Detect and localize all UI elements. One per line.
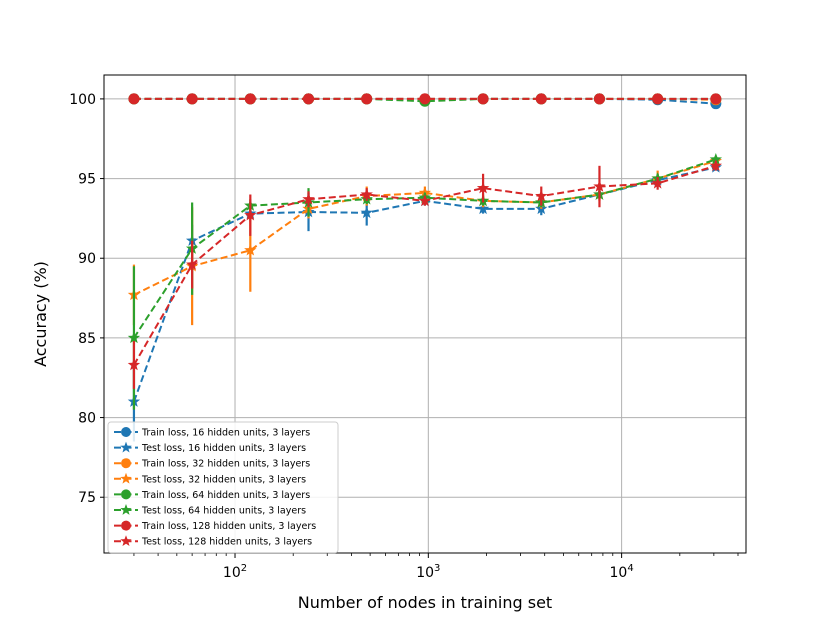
series-7 xyxy=(128,93,722,105)
data-point xyxy=(651,176,664,189)
legend-entry: Test loss, 128 hidden units, 3 layers xyxy=(114,535,312,548)
legend-entry: Train loss, 64 hidden units, 3 layers xyxy=(114,489,310,501)
data-point xyxy=(419,93,431,105)
plot-frame xyxy=(103,74,747,554)
data-point xyxy=(709,159,723,172)
y-tick-label: 100 xyxy=(69,92,96,108)
x-tick-label: 104 xyxy=(610,563,634,581)
y-tick-label: 95 xyxy=(78,172,96,188)
legend-label: Test loss, 16 hidden units, 3 layers xyxy=(141,443,306,454)
data-point xyxy=(244,93,256,105)
legend-marker xyxy=(120,535,132,547)
data-point xyxy=(593,93,605,105)
y-axis-title: Accuracy (%) xyxy=(31,261,50,367)
legend-marker xyxy=(120,472,132,484)
series-8 xyxy=(127,159,723,389)
legend-entry: Test loss, 64 hidden units, 3 layers xyxy=(114,504,306,517)
y-tick-label: 85 xyxy=(78,331,96,347)
legend-marker xyxy=(121,427,131,437)
legend-marker xyxy=(121,489,131,500)
x-axis-title: Number of nodes in training set xyxy=(298,593,552,612)
data-point xyxy=(652,93,664,105)
legend-label: Train loss, 128 hidden units, 3 layers xyxy=(141,521,316,532)
data-point xyxy=(476,181,490,194)
x-tick-label: 103 xyxy=(416,563,440,581)
data-point xyxy=(127,331,141,344)
series-line xyxy=(133,158,717,339)
x-tick-label: 102 xyxy=(223,563,247,581)
legend: Train loss, 16 hidden units, 3 layers Tes… xyxy=(107,421,339,554)
data-point xyxy=(535,93,547,105)
data-point xyxy=(244,243,257,256)
legend-marker xyxy=(121,520,131,531)
legend-entry: Test loss, 16 hidden units, 3 layers xyxy=(114,441,306,454)
data-point xyxy=(244,208,257,221)
data-point xyxy=(186,93,198,105)
legend-marker xyxy=(120,441,132,453)
data-point xyxy=(476,202,490,215)
legend-marker xyxy=(120,504,132,515)
legend-entry: Train loss, 16 hidden units, 3 layers xyxy=(114,427,310,439)
legend-entry: Train loss, 32 hidden units, 3 layers xyxy=(114,458,310,470)
data-point xyxy=(360,188,373,200)
data-point xyxy=(418,194,432,207)
data-point xyxy=(360,206,373,219)
legend-entry: Train loss, 128 hidden units, 3 layers xyxy=(114,520,316,532)
data-point xyxy=(710,93,722,105)
y-tick-label: 80 xyxy=(78,411,96,427)
legend-label: Train loss, 64 hidden units, 3 layers xyxy=(141,490,310,501)
data-point xyxy=(302,192,315,205)
legend-entry: Test loss, 32 hidden units, 3 layers xyxy=(114,472,306,485)
legend-label: Test loss, 32 hidden units, 3 layers xyxy=(141,474,306,485)
legend-label: Test loss, 64 hidden units, 3 layers xyxy=(141,506,306,517)
legend-frame xyxy=(107,421,339,554)
series-layer xyxy=(127,93,723,442)
legend-label: Train loss, 32 hidden units, 3 layers xyxy=(141,459,310,470)
data-point xyxy=(303,93,315,105)
legend-label: Test loss, 128 hidden units, 3 layers xyxy=(141,537,312,548)
data-point xyxy=(535,189,548,202)
legend-label: Train loss, 16 hidden units, 3 layers xyxy=(141,428,310,439)
data-point xyxy=(128,93,140,105)
data-point xyxy=(361,93,373,105)
data-point xyxy=(127,358,141,371)
data-point xyxy=(593,180,606,192)
data-point xyxy=(709,152,723,165)
y-tick-label: 90 xyxy=(78,251,96,267)
y-tick-label: 75 xyxy=(78,490,96,506)
data-point xyxy=(477,93,489,105)
data-point xyxy=(185,258,199,270)
ticks: 75 80 85 90 95 100 102 103 104 xyxy=(69,92,739,581)
legend-marker xyxy=(121,458,131,469)
